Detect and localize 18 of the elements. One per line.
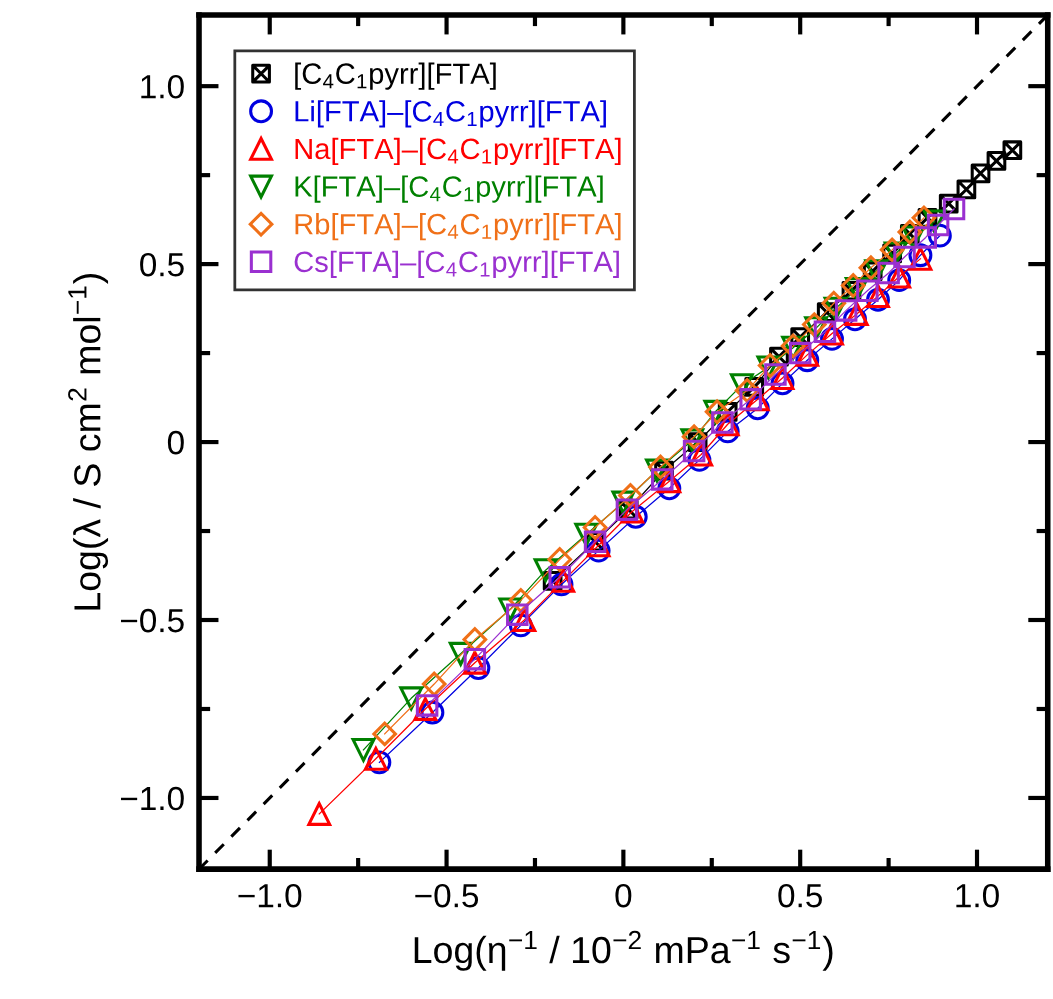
y-axis-title: Log(λ / S cm$^{2}$ mol$^{−1}$): [68, 274, 109, 610]
legend-label: K[FTA]–[C$_{4}$C$_{1}$pyrr][FTA]: [295, 175, 603, 203]
x-tick-label: 0.5: [778, 883, 822, 908]
x-tick-label: −0.5: [415, 883, 479, 908]
x-tick-label: −1.0: [238, 883, 302, 908]
x-tick-label: 0: [615, 883, 632, 908]
legend-label: Li[FTA]–[C$_{4}$C$_{1}$pyrr][FTA]: [295, 100, 606, 128]
y-tick-label: 0.5: [140, 252, 184, 277]
y-tick-label: −1.0: [120, 786, 184, 811]
legend-label: Rb[FTA]–[C$_{4}$C$_{1}$pyrr][FTA]: [295, 213, 621, 241]
legend-label: Na[FTA]–[C$_{4}$C$_{1}$pyrr][FTA]: [295, 137, 621, 166]
text: Log(η$^{−1}$ / 10$^{−2}$ mPa$^{−1}$ s$^{−1}$): [414, 930, 833, 971]
y-tick-label: 0: [167, 430, 184, 455]
legend-label: [C$_{4}$C$_{1}$pyrr][FTA]: [295, 62, 496, 90]
x-tick-label: 1.0: [956, 883, 999, 908]
legend-label: Cs[FTA]–[C$_{4}$C$_{1}$pyrr][FTA]: [294, 250, 619, 278]
y-tick-label: 1.0: [141, 74, 184, 99]
y-tick-label: −0.5: [120, 608, 184, 633]
